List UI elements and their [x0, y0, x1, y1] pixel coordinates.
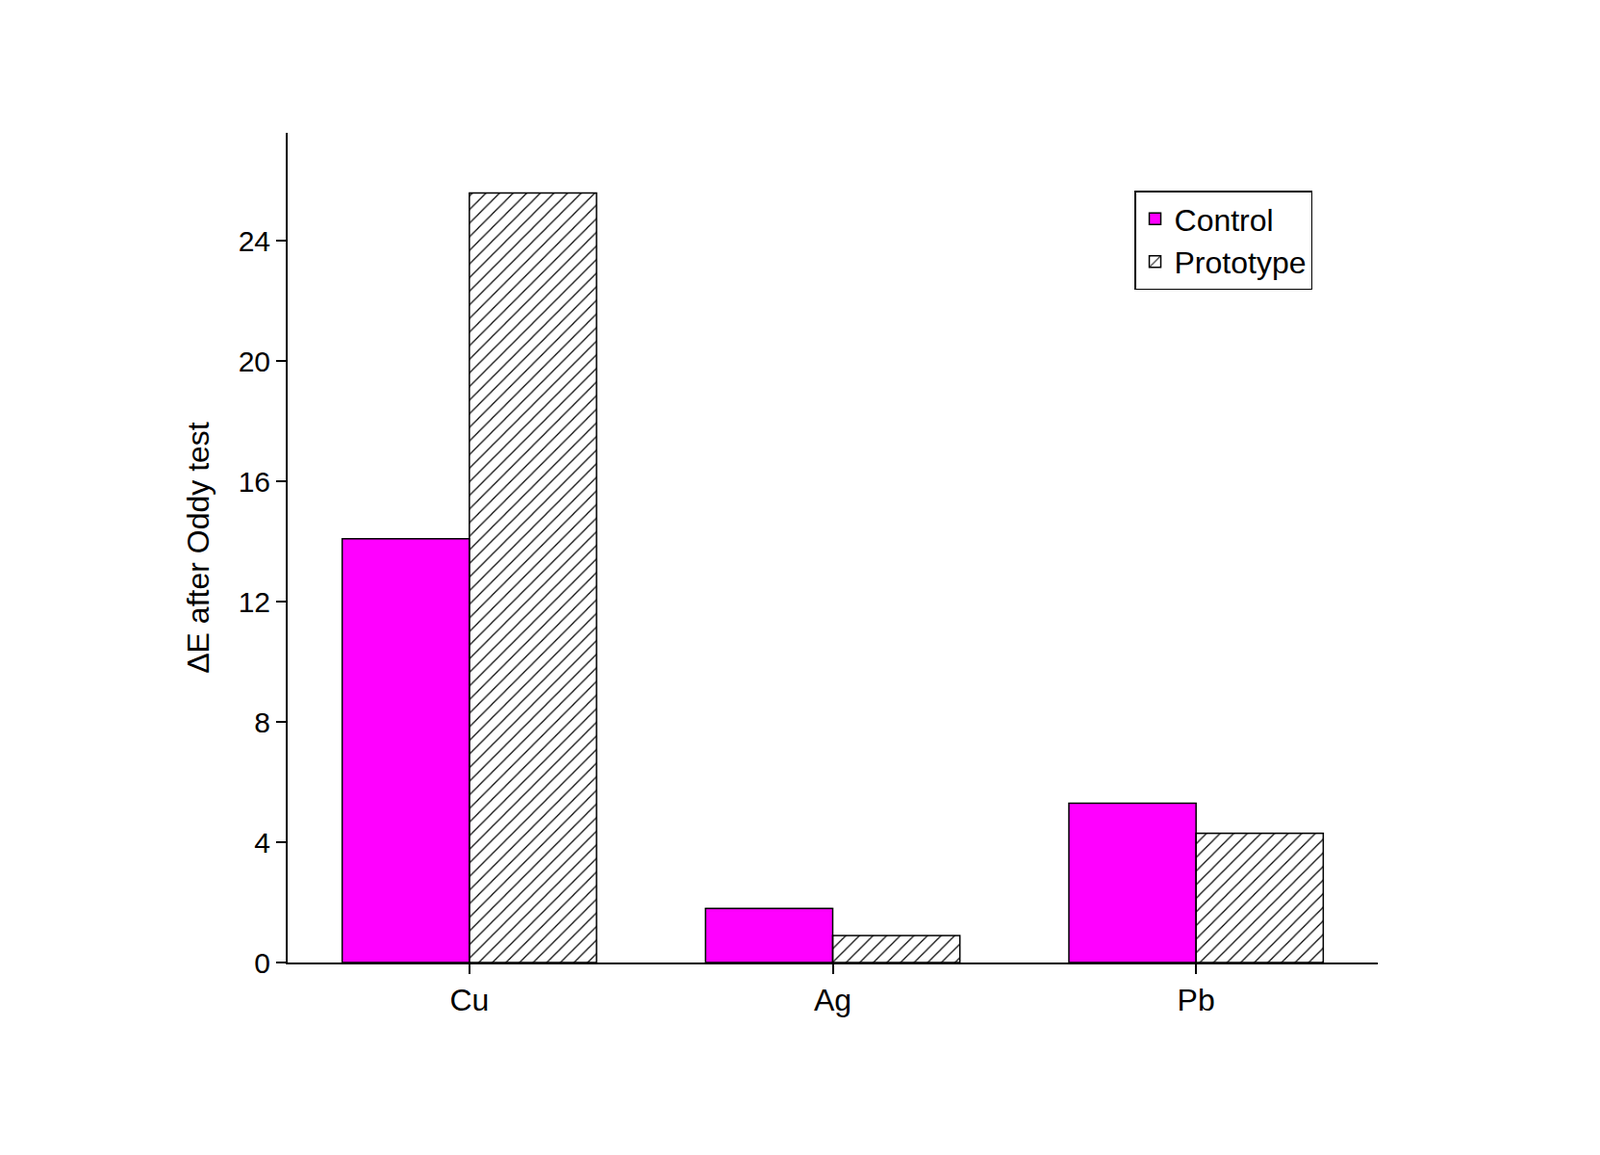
svg-text:12: 12 [238, 585, 271, 618]
svg-text:Control: Control [1174, 203, 1274, 238]
svg-text:Cu: Cu [449, 982, 489, 1017]
svg-text:24: 24 [238, 225, 271, 257]
svg-text:4: 4 [253, 826, 271, 859]
svg-text:Prototype: Prototype [1174, 245, 1307, 280]
svg-text:20: 20 [238, 345, 271, 378]
svg-text:Pb: Pb [1177, 982, 1216, 1017]
svg-text:8: 8 [253, 706, 271, 738]
svg-text:16: 16 [238, 465, 271, 498]
svg-text:ΔE after Oddy test: ΔE after Oddy test [180, 421, 216, 674]
svg-text:Ag: Ag [813, 982, 852, 1017]
svg-text:0: 0 [253, 946, 271, 979]
